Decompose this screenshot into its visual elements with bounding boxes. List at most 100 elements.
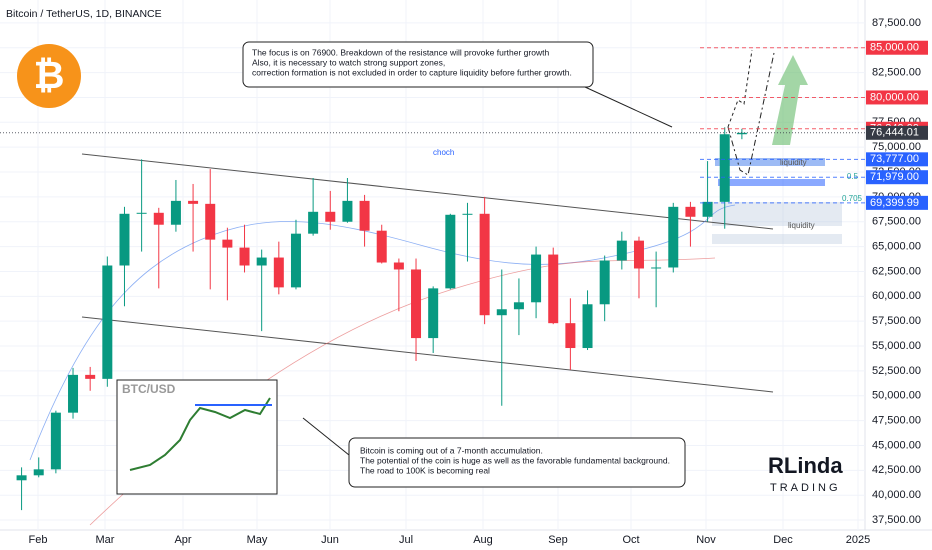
x-tick-label: Jun — [321, 534, 339, 546]
candle-body — [16, 475, 27, 481]
y-tick-label: 52,500.00 — [872, 365, 921, 377]
annotation-box — [242, 41, 594, 88]
price-tag-label: 76,444.01 — [870, 127, 919, 139]
label: choch — [433, 148, 454, 157]
candle-body — [513, 302, 524, 310]
x-tick-label: Dec — [773, 534, 793, 546]
fib-label: 0.705 — [842, 194, 863, 203]
candle-body — [325, 211, 336, 222]
candle-body — [256, 257, 267, 266]
projection — [727, 49, 753, 128]
annotation-text: The road to 100K is becoming real — [360, 465, 490, 475]
candle-body — [170, 200, 181, 225]
annotation-text: The focus is on 76900. Breakdown of the … — [252, 47, 549, 57]
x-tick-label: Apr — [174, 534, 191, 546]
price-tag-label: 80,000.00 — [870, 91, 919, 103]
candle-body — [205, 203, 216, 240]
y-tick-label: 60,000.00 — [872, 290, 921, 302]
y-tick-label: 57,500.00 — [872, 315, 921, 327]
price-tag — [866, 40, 928, 55]
channel-line — [81, 316, 774, 393]
candle-body — [222, 239, 233, 248]
annotation-text: Also, it is necessary to watch strong su… — [252, 57, 445, 67]
price-tag-label: 69,399.99 — [870, 197, 919, 209]
candle-body — [411, 269, 422, 339]
candle-body — [702, 201, 713, 217]
price-tag-label: 73,777.00 — [870, 153, 919, 165]
candle-body — [719, 134, 730, 202]
candle-body — [462, 213, 473, 215]
x-tick-label: Jul — [399, 534, 413, 546]
candles — [16, 127, 747, 511]
zone — [718, 179, 825, 186]
candle-body — [273, 257, 284, 288]
candle-body — [102, 265, 113, 379]
price-tag-label: 85,000.00 — [870, 42, 919, 54]
y-tick-label: 45,000.00 — [872, 439, 921, 451]
candle-body — [651, 267, 662, 269]
candle-body — [85, 374, 96, 379]
brand: TRADING — [770, 482, 841, 494]
brand: RLinda — [768, 453, 843, 478]
x-tick-label: Nov — [696, 534, 716, 546]
y-tick-label: 67,500.00 — [872, 216, 921, 228]
y-tick-label: 87,500.00 — [872, 17, 921, 29]
candle-body — [376, 230, 387, 263]
candle-body — [119, 213, 130, 266]
arrow — [772, 55, 808, 145]
candle-body — [479, 213, 490, 316]
x-tick-label: Feb — [29, 534, 48, 546]
candle-body — [445, 214, 456, 289]
candle-body — [531, 254, 542, 303]
annotation-box — [348, 437, 686, 488]
y-tick-label: 55,000.00 — [872, 340, 921, 352]
x-tick-label: Sep — [548, 534, 568, 546]
x-tick-label: Oct — [622, 534, 639, 546]
price-tag-label: 71,979.00 — [870, 171, 919, 183]
inset-line — [129, 397, 271, 471]
zone — [712, 234, 842, 244]
candle-body — [736, 132, 747, 135]
y-tick-label: 62,500.00 — [872, 265, 921, 277]
annotation-text: Bitcoin is coming out of a 7-month accum… — [360, 445, 543, 455]
candle-body — [616, 240, 627, 261]
candle-body — [359, 200, 370, 231]
y-tick-label: 42,500.00 — [872, 464, 921, 476]
y-tick-label: 40,000.00 — [872, 489, 921, 501]
candle-body — [136, 212, 147, 214]
candle-body — [685, 206, 696, 217]
inset — [116, 379, 278, 495]
candle-body — [582, 304, 593, 349]
candle-body — [239, 247, 250, 266]
logo — [17, 44, 81, 108]
candle-body — [668, 206, 679, 268]
candle-body — [290, 233, 301, 288]
candle-body — [565, 323, 576, 349]
y-tick-label: 65,000.00 — [872, 241, 921, 253]
y-tick-label: 47,500.00 — [872, 415, 921, 427]
candle-body — [33, 469, 44, 476]
candle-body — [50, 412, 61, 470]
candle-body — [548, 254, 559, 324]
candle-body — [68, 374, 79, 413]
chart-title: Bitcoin / TetherUS, 1D, BINANCE — [6, 8, 162, 20]
x-tick-label: Aug — [473, 534, 493, 546]
candle-body — [188, 200, 199, 204]
zone — [712, 202, 842, 226]
x-tick-label: Mar — [96, 534, 115, 546]
candle-body — [496, 309, 507, 316]
logo-glyph: ₿ — [34, 55, 65, 97]
fib-label: 0.5 — [847, 172, 859, 181]
channel-line — [81, 153, 774, 230]
y-tick-label: 82,500.00 — [872, 66, 921, 78]
candle-body — [342, 200, 353, 222]
annotation-pointer — [584, 86, 673, 128]
x-tick-label: May — [247, 534, 268, 546]
candle-body — [599, 260, 610, 305]
zone — [715, 158, 825, 166]
candle-body — [428, 288, 439, 339]
projection — [727, 52, 775, 176]
y-tick-label: 75,000.00 — [872, 141, 921, 153]
annotation-text: correction formation is not excluded in … — [252, 67, 572, 77]
